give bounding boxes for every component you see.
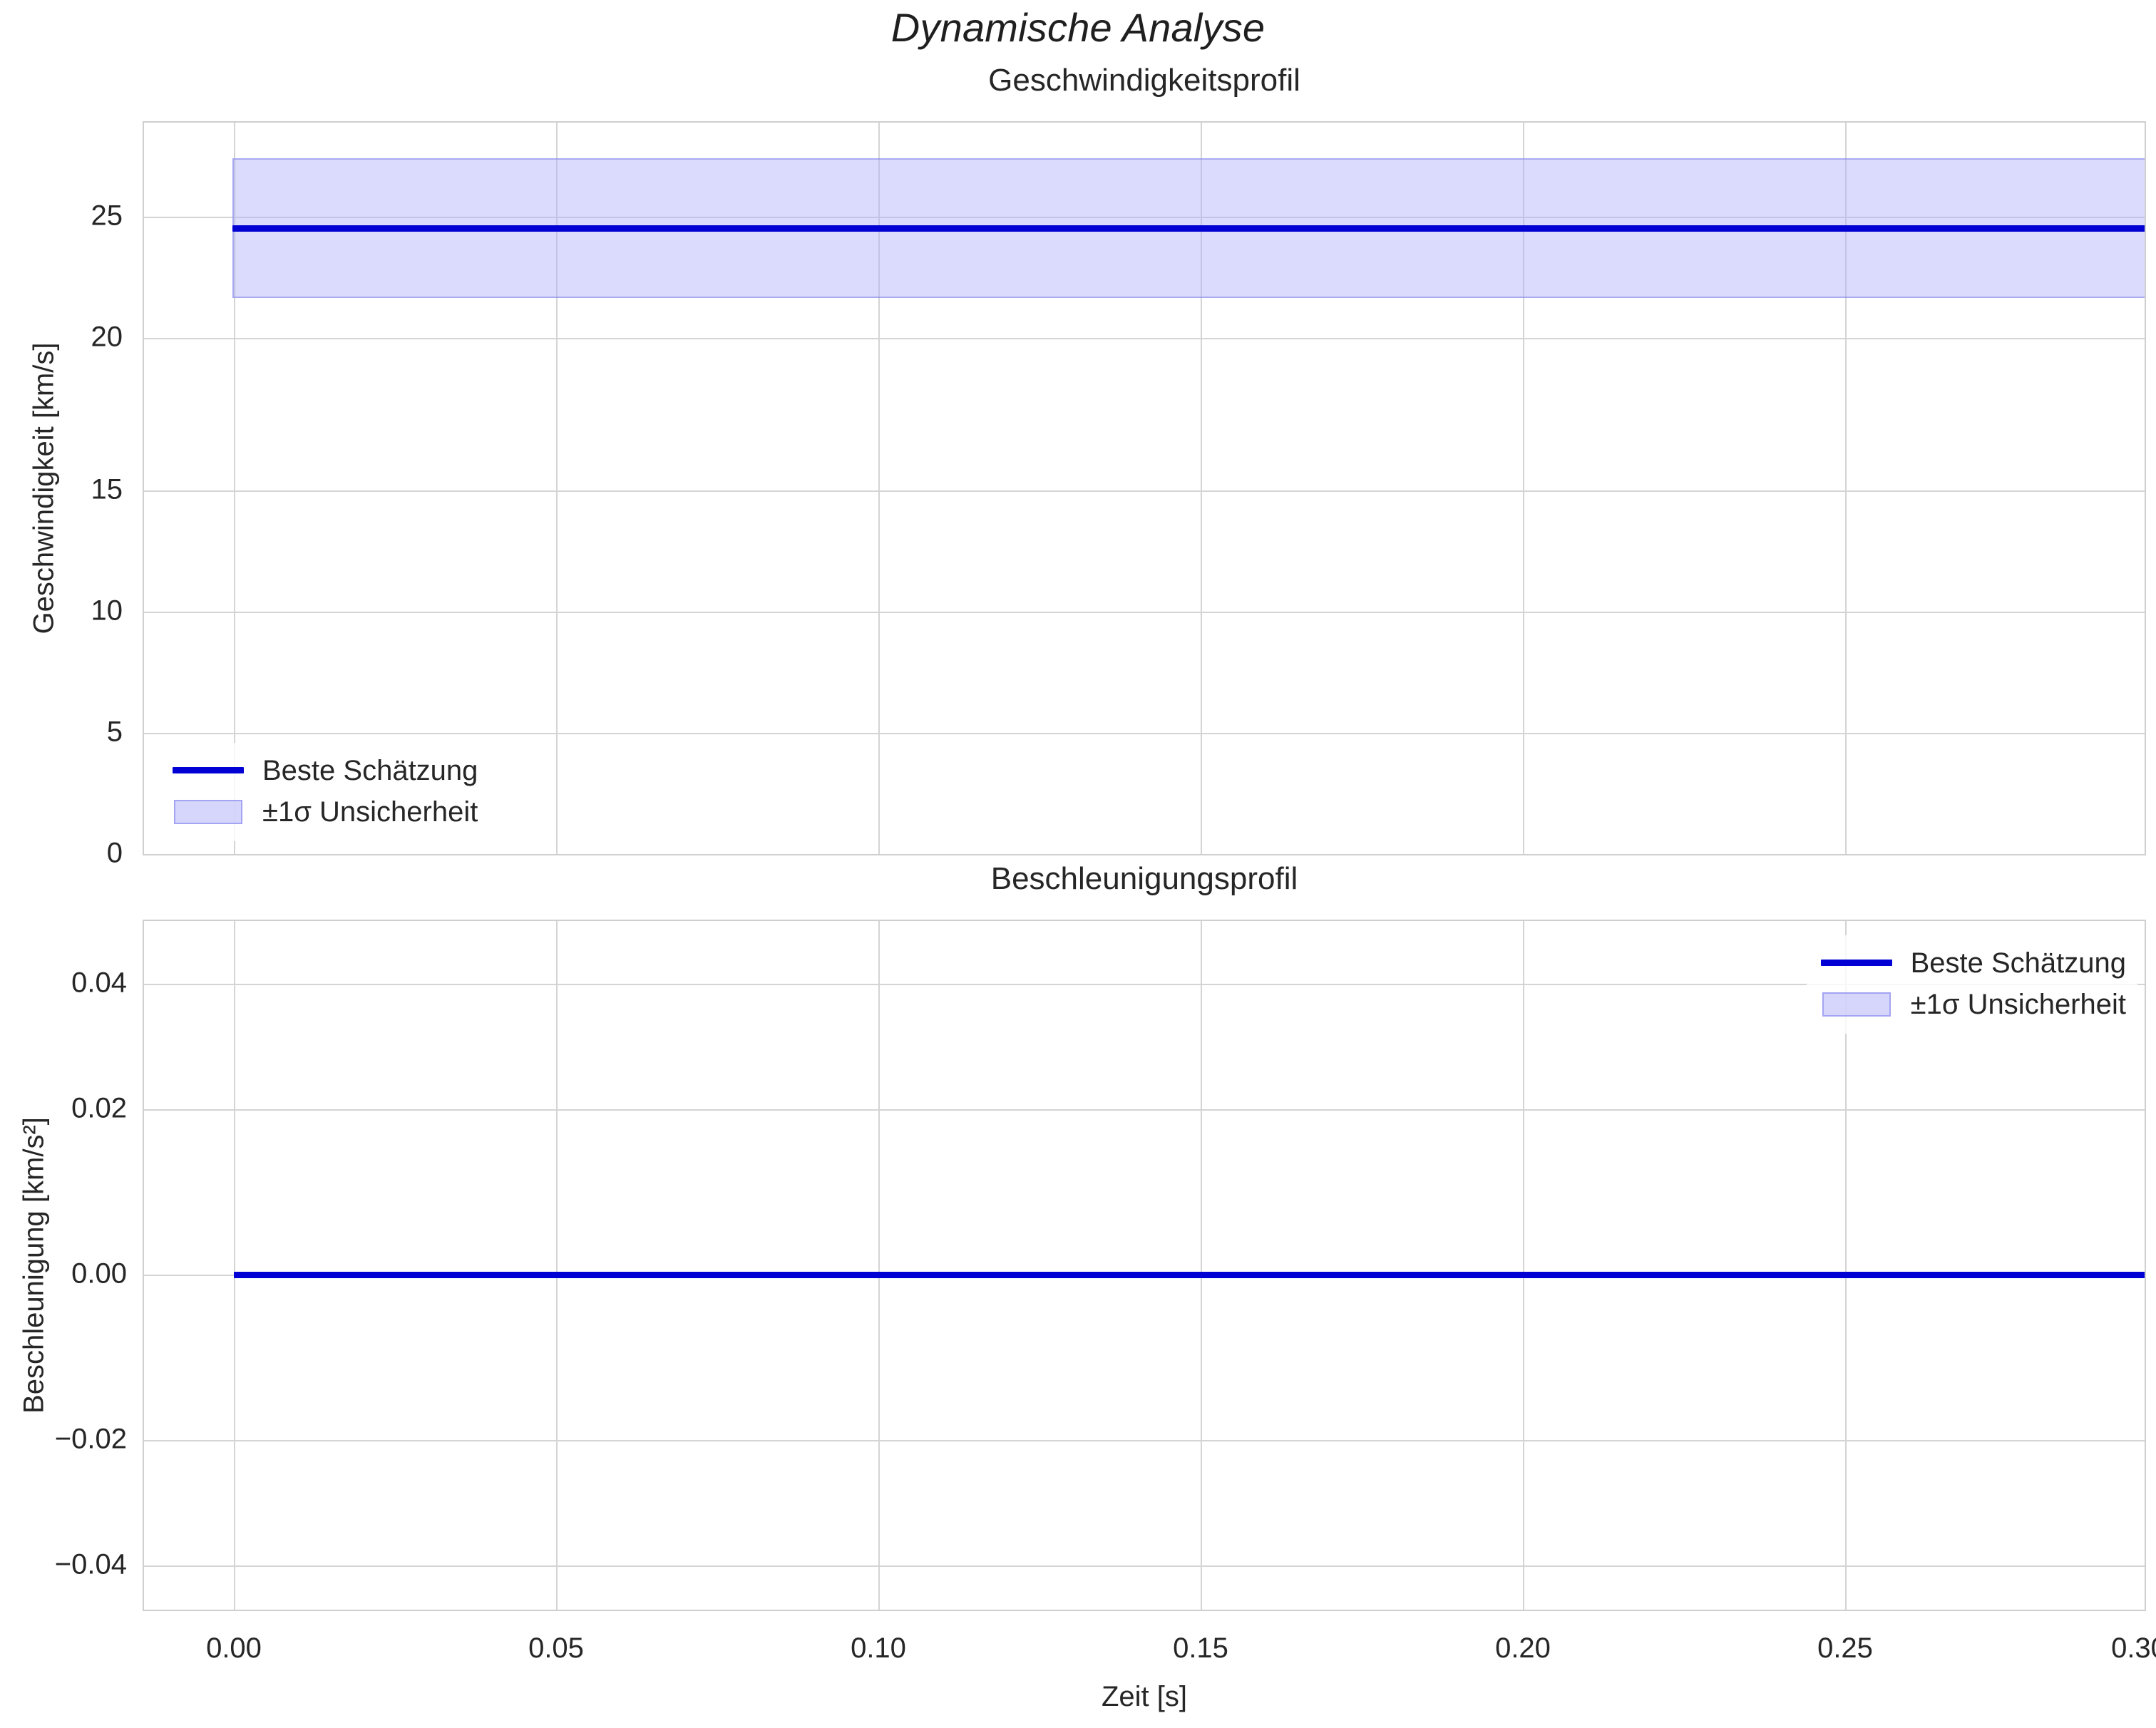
acceleration-ytick-m002: −0.02 bbox=[54, 1423, 127, 1455]
acceleration-gridline-x025 bbox=[1845, 921, 1847, 1610]
acceleration-legend[interactable]: Beste Schätzung ±1σ Unsicherheit bbox=[1806, 935, 2137, 1034]
velocity-gridline-y20 bbox=[144, 338, 2145, 339]
acceleration-legend-label-band: ±1σ Unsicherheit bbox=[1910, 989, 2126, 1020]
velocity-gridline-x025 bbox=[1845, 123, 1847, 854]
velocity-gridline-x000 bbox=[234, 123, 235, 854]
velocity-ytick-20: 20 bbox=[91, 321, 123, 353]
xtick-3: 0.15 bbox=[1173, 1632, 1228, 1664]
line-key-icon bbox=[170, 757, 247, 784]
band-key-icon bbox=[1818, 991, 1895, 1018]
acceleration-ylabel: Beschleunigung [km/s²] bbox=[18, 1117, 50, 1414]
velocity-gridline-x020 bbox=[1523, 123, 1524, 854]
acceleration-gridline-y004 bbox=[144, 984, 2145, 985]
figure-suptitle: Dynamische Analyse bbox=[890, 5, 1266, 50]
velocity-gridline-y5 bbox=[144, 733, 2145, 734]
velocity-best-estimate-line bbox=[232, 225, 2145, 232]
velocity-ytick-5: 5 bbox=[106, 716, 123, 748]
velocity-legend[interactable]: Beste Schätzung ±1σ Unsicherheit bbox=[158, 743, 490, 841]
acceleration-ytick-002: 0.02 bbox=[71, 1092, 127, 1124]
acceleration-gridline-ym004 bbox=[144, 1565, 2145, 1567]
xaxis-label: Zeit [s] bbox=[1101, 1681, 1188, 1712]
velocity-gridline-x010 bbox=[878, 123, 880, 854]
acceleration-gridline-x010 bbox=[878, 921, 880, 1610]
acceleration-gridline-x020 bbox=[1523, 921, 1524, 1610]
acceleration-gridline-x015 bbox=[1201, 921, 1202, 1610]
velocity-plot-area bbox=[144, 123, 2145, 854]
acceleration-best-estimate-line bbox=[234, 1272, 2145, 1278]
velocity-legend-label-line: Beste Schätzung bbox=[262, 755, 478, 786]
acceleration-ytick-000: 0.00 bbox=[71, 1258, 127, 1290]
velocity-gridline-x005 bbox=[556, 123, 558, 854]
acceleration-ytick-004: 0.04 bbox=[71, 967, 127, 999]
line-key-icon bbox=[1818, 950, 1895, 977]
acceleration-legend-item-band[interactable]: ±1σ Unsicherheit bbox=[1818, 984, 2126, 1025]
acceleration-gridline-x000 bbox=[234, 921, 235, 1610]
velocity-subplot-title: Geschwindigkeitsprofil bbox=[988, 63, 1300, 98]
velocity-legend-item-band[interactable]: ±1σ Unsicherheit bbox=[170, 791, 478, 833]
band-key-icon bbox=[170, 798, 247, 826]
xtick-4: 0.20 bbox=[1495, 1632, 1551, 1664]
velocity-legend-item-line[interactable]: Beste Schätzung bbox=[170, 750, 478, 791]
acceleration-legend-item-line[interactable]: Beste Schätzung bbox=[1818, 942, 2126, 984]
acceleration-ytick-m004: −0.04 bbox=[54, 1548, 127, 1580]
velocity-ytick-0: 0 bbox=[106, 837, 123, 869]
velocity-ytick-10: 10 bbox=[91, 595, 123, 627]
xtick-6: 0.30 bbox=[2111, 1632, 2156, 1664]
velocity-gridline-y15 bbox=[144, 490, 2145, 492]
xtick-2: 0.10 bbox=[851, 1632, 906, 1664]
velocity-ylabel: Geschwindigkeit [km/s] bbox=[28, 342, 60, 634]
acceleration-axes bbox=[143, 920, 2146, 1611]
velocity-gridline-y10 bbox=[144, 612, 2145, 613]
xtick-0: 0.00 bbox=[206, 1632, 262, 1664]
velocity-gridline-y25 bbox=[144, 217, 2145, 218]
acceleration-plot-area bbox=[144, 921, 2145, 1610]
acceleration-subplot-title: Beschleunigungsprofil bbox=[990, 861, 1298, 896]
velocity-gridline-x015 bbox=[1201, 123, 1202, 854]
acceleration-gridline-y002 bbox=[144, 1109, 2145, 1111]
velocity-legend-label-band: ±1σ Unsicherheit bbox=[262, 796, 478, 828]
acceleration-gridline-ym002 bbox=[144, 1440, 2145, 1441]
acceleration-gridline-x005 bbox=[556, 921, 558, 1610]
velocity-axes bbox=[143, 121, 2146, 855]
velocity-ytick-25: 25 bbox=[91, 200, 123, 232]
xtick-1: 0.05 bbox=[528, 1632, 584, 1664]
acceleration-legend-label-line: Beste Schätzung bbox=[1910, 947, 2126, 979]
xtick-5: 0.25 bbox=[1817, 1632, 1873, 1664]
velocity-ytick-15: 15 bbox=[91, 473, 123, 505]
